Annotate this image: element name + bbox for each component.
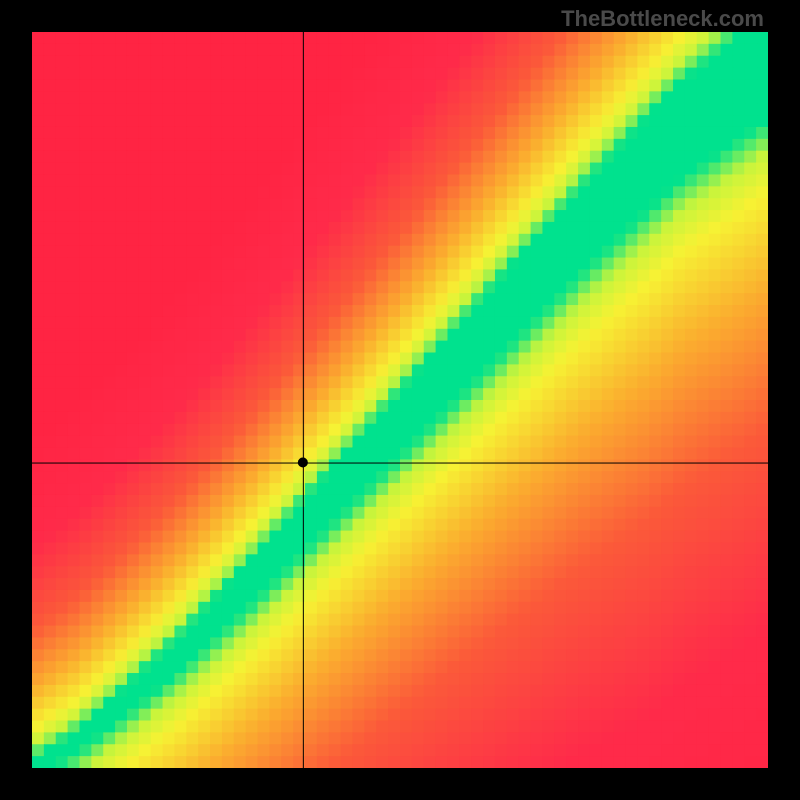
watermark-text: TheBottleneck.com bbox=[561, 6, 764, 32]
heatmap-canvas bbox=[32, 32, 768, 768]
heatmap-plot bbox=[32, 32, 768, 768]
